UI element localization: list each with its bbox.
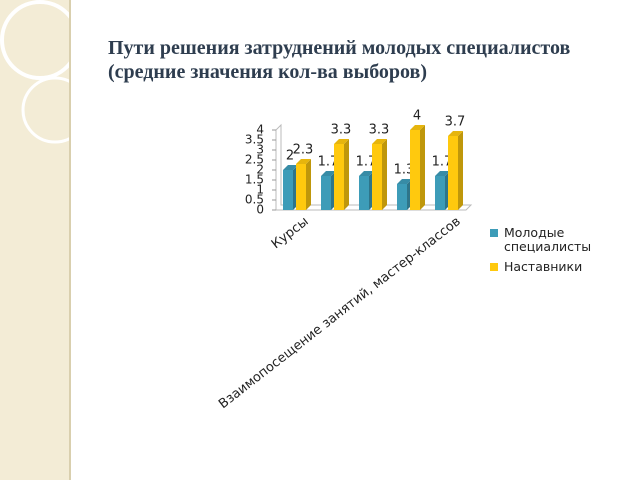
x-tick-label: Курсы xyxy=(269,214,312,252)
bar-top xyxy=(397,179,412,184)
bar-side xyxy=(458,131,463,210)
value-label: 1.3 xyxy=(394,163,415,178)
y-tick-label: 2.5 xyxy=(245,153,264,167)
bar-top xyxy=(334,139,349,144)
bar xyxy=(321,176,331,210)
bar-top xyxy=(296,159,311,164)
bar-top xyxy=(283,165,298,170)
legend-swatch xyxy=(490,229,498,237)
value-label: 1.7 xyxy=(318,155,339,170)
value-label: 2 xyxy=(286,149,294,164)
bar xyxy=(296,164,306,210)
bar-side xyxy=(420,125,425,210)
bar xyxy=(397,184,407,210)
side-strip xyxy=(0,0,70,480)
bar-top xyxy=(435,171,450,176)
y-tick-label: 1.5 xyxy=(245,173,264,187)
value-label: 3.7 xyxy=(445,115,466,130)
x-tick-label: Взаимопосещение занятий, мастер-классов xyxy=(216,214,463,412)
legend-swatch xyxy=(490,263,498,271)
bar-side xyxy=(382,139,387,210)
bar-top xyxy=(321,171,336,176)
bar xyxy=(435,176,445,210)
bar-side xyxy=(306,159,311,210)
value-label: 1.7 xyxy=(356,155,377,170)
bar xyxy=(283,170,293,210)
bar xyxy=(448,136,458,210)
y-tick-label: 2 xyxy=(256,163,264,177)
legend-entry: Наставники xyxy=(490,260,634,274)
decor xyxy=(0,0,80,80)
y-tick-label: 0.5 xyxy=(245,193,264,207)
bar-side xyxy=(344,139,349,210)
y-tick-label: 3.5 xyxy=(245,133,264,147)
value-label: 3.3 xyxy=(331,123,352,138)
legend-label: Наставники xyxy=(504,259,583,274)
bar xyxy=(410,130,420,210)
value-label: 2.3 xyxy=(293,143,314,158)
y-tick-label: 1 xyxy=(256,183,264,197)
y-tick-label: 4 xyxy=(256,123,264,137)
chart-title: Пути решения затруднений молодых специал… xyxy=(108,37,571,83)
bar xyxy=(359,176,369,210)
value-label: 4 xyxy=(413,109,421,124)
value-label: 1.7 xyxy=(432,155,453,170)
y-tick-label: 0 xyxy=(256,203,264,217)
legend-label: Молодые специалисты xyxy=(504,225,592,254)
bar-top xyxy=(372,139,387,144)
legend-entry: Молодые специалисты xyxy=(490,226,634,254)
decor xyxy=(21,76,89,144)
bar-top xyxy=(448,131,463,136)
y-tick-label: 3 xyxy=(256,143,264,157)
bar-top xyxy=(359,171,374,176)
bar-top xyxy=(410,125,425,130)
bar xyxy=(334,144,344,210)
bar xyxy=(372,144,382,210)
value-label: 3.3 xyxy=(369,123,390,138)
